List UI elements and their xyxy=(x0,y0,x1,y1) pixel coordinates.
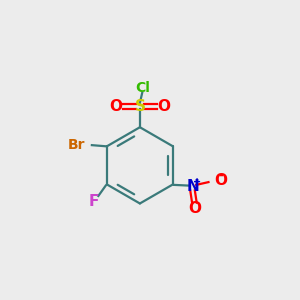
Text: O: O xyxy=(188,201,201,216)
Text: N: N xyxy=(186,179,199,194)
Text: -: - xyxy=(219,171,223,181)
Text: O: O xyxy=(157,99,170,114)
Text: F: F xyxy=(88,194,99,209)
Text: +: + xyxy=(193,177,201,187)
Text: Cl: Cl xyxy=(135,81,150,95)
Text: S: S xyxy=(134,99,146,114)
Text: O: O xyxy=(214,173,227,188)
Text: Br: Br xyxy=(68,138,85,152)
Text: O: O xyxy=(110,99,123,114)
